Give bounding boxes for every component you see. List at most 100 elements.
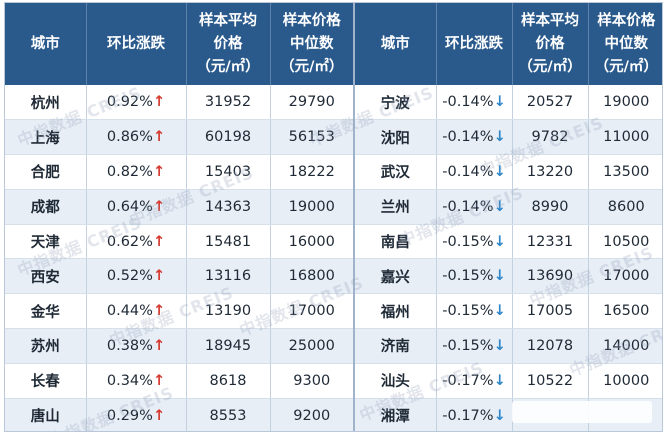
header-avg-line2: 价格: [213, 35, 243, 52]
change-value: -0.15%: [442, 233, 494, 250]
header-avg-line1: 样本平均: [521, 12, 579, 29]
header-avg-line2: 价格: [535, 35, 565, 52]
median-price-cell: 16800: [270, 258, 355, 295]
median-price-cell: 56153: [270, 119, 355, 156]
change-value: -0.14%: [442, 163, 494, 180]
change-cell: -0.15%↓: [436, 224, 513, 260]
header-avg-unit: （元/㎡）: [196, 58, 260, 75]
change-value: 0.82%: [106, 163, 153, 180]
city-cell: 湘潭: [354, 398, 437, 431]
change-value: -0.14%: [442, 198, 494, 215]
table-row: 金华 0.44%↑ 13190 17000 福州 -0.15%↓ 17005 16500: [5, 293, 662, 330]
median-price-cell: 9300: [270, 363, 355, 399]
change-cell: 0.64%↑: [86, 189, 187, 225]
change-cell: -0.17%↓: [436, 398, 513, 431]
change-cell: -0.14%↓: [436, 189, 513, 225]
median-price-cell: 13500: [588, 154, 662, 190]
header-avg-unit: （元/㎡）: [518, 58, 582, 75]
median-price-cell: 25000: [270, 328, 355, 364]
header-median-line2: 中位数: [290, 35, 334, 52]
avg-price-cell: 13220: [512, 154, 589, 190]
city-cell: 金华: [5, 293, 87, 330]
price-table-panel: 城市 环比涨跌 样本平均 价格 （元/㎡） 样本价格 中位数 （元/㎡） 城市 …: [4, 2, 663, 432]
header-avg-price-right: 样本平均 价格 （元/㎡）: [512, 3, 589, 85]
arrow-down-icon: ↓: [493, 129, 506, 146]
arrow-up-icon: ↑: [152, 163, 166, 180]
city-cell: 武汉: [354, 154, 437, 190]
city-cell: 合肥: [5, 154, 87, 190]
arrow-up-icon: ↑: [152, 94, 166, 111]
avg-price-cell: 12331: [512, 224, 589, 260]
city-cell: 苏州: [5, 328, 87, 364]
city-cell: 济南: [354, 328, 437, 364]
city-cell: 兰州: [354, 189, 437, 225]
change-cell: -0.15%↓: [436, 293, 513, 330]
city-cell: 天津: [5, 224, 87, 260]
avg-price-cell: 8990: [512, 189, 589, 225]
avg-price-cell: 12078: [512, 328, 589, 364]
median-price-cell: 10000: [588, 363, 662, 399]
table-row: 西安 0.52%↑ 13116 16800 嘉兴 -0.15%↓ 13690 17000: [5, 258, 662, 295]
arrow-up-icon: ↑: [152, 303, 166, 320]
city-cell: 宁波: [354, 85, 437, 121]
avg-price-cell: 10522: [512, 363, 589, 399]
arrow-down-icon: ↓: [493, 163, 506, 180]
change-value: -0.15%: [442, 303, 494, 320]
change-cell: 0.52%↑: [86, 258, 187, 295]
header-change-right: 环比涨跌: [436, 3, 513, 85]
table-row: 杭州 0.92%↑ 31952 29790 宁波 -0.14%↓ 20527 19000: [5, 85, 662, 121]
city-cell: 嘉兴: [354, 258, 437, 295]
change-cell: 0.82%↑: [86, 154, 187, 190]
change-value: 0.52%: [106, 268, 153, 285]
header-avg-price-left: 样本平均 价格 （元/㎡）: [186, 3, 271, 85]
avg-price-cell: 13116: [186, 258, 271, 295]
table-row: 苏州 0.38%↑ 18945 25000 济南 -0.15%↓ 12078 14000: [5, 328, 662, 364]
median-price-cell: 17000: [588, 258, 662, 295]
table-row: 天津 0.62%↑ 15481 16000 南昌 -0.15%↓ 12331 10500: [5, 224, 662, 260]
table-body: 杭州 0.92%↑ 31952 29790 宁波 -0.14%↓ 20527 19000 上海 0…: [5, 85, 662, 431]
median-price-cell: 19000: [588, 85, 662, 121]
arrow-up-icon: ↑: [152, 372, 166, 389]
median-price-cell: 9200: [270, 398, 355, 431]
change-value: 0.64%: [106, 198, 153, 215]
change-value: 0.92%: [106, 94, 153, 111]
table-row: 合肥 0.82%↑ 15403 18222 武汉 -0.14%↓ 13220 13500: [5, 154, 662, 190]
arrow-down-icon: ↓: [493, 94, 506, 111]
avg-price-cell: 31952: [186, 85, 271, 121]
arrow-down-icon: ↓: [493, 372, 506, 389]
change-cell: -0.14%↓: [436, 119, 513, 156]
table-row: 上海 0.86%↑ 60198 56153 沈阳 -0.14%↓ 9782 11000: [5, 119, 662, 156]
city-cell: 唐山: [5, 398, 87, 431]
change-cell: -0.14%↓: [436, 85, 513, 121]
city-cell: 福州: [354, 293, 437, 330]
change-cell: -0.14%↓: [436, 154, 513, 190]
median-price-cell: 29790: [270, 85, 355, 121]
city-cell: 沈阳: [354, 119, 437, 156]
arrow-up-icon: ↑: [152, 129, 166, 146]
change-cell: -0.17%↓: [436, 363, 513, 399]
header-median-left: 样本价格 中位数 （元/㎡）: [270, 3, 355, 85]
avg-price-cell: 15403: [186, 154, 271, 190]
avg-price-cell: 13690: [512, 258, 589, 295]
arrow-up-icon: ↑: [152, 198, 166, 215]
avg-price-cell: 8618: [186, 363, 271, 399]
arrow-down-icon: ↓: [493, 198, 506, 215]
avg-price-cell: 9782: [512, 119, 589, 156]
avg-price-cell: 13190: [186, 293, 271, 330]
arrow-down-icon: ↓: [493, 407, 506, 424]
city-cell: 西安: [5, 258, 87, 295]
footer-overlay: [512, 401, 652, 423]
city-cell: 上海: [5, 119, 87, 156]
change-value: -0.14%: [442, 129, 494, 146]
avg-price-cell: 17005: [512, 293, 589, 330]
city-cell: 杭州: [5, 85, 87, 121]
change-cell: 0.34%↑: [86, 363, 187, 399]
median-price-cell: 14000: [588, 328, 662, 364]
change-value: -0.15%: [442, 337, 494, 354]
avg-price-cell: 18945: [186, 328, 271, 364]
change-value: -0.14%: [442, 94, 494, 111]
city-price-table: 城市 环比涨跌 样本平均 价格 （元/㎡） 样本价格 中位数 （元/㎡） 城市 …: [5, 3, 662, 431]
median-price-cell: 16000: [270, 224, 355, 260]
change-value: 0.29%: [106, 407, 153, 424]
median-price-cell: 8600: [588, 189, 662, 225]
